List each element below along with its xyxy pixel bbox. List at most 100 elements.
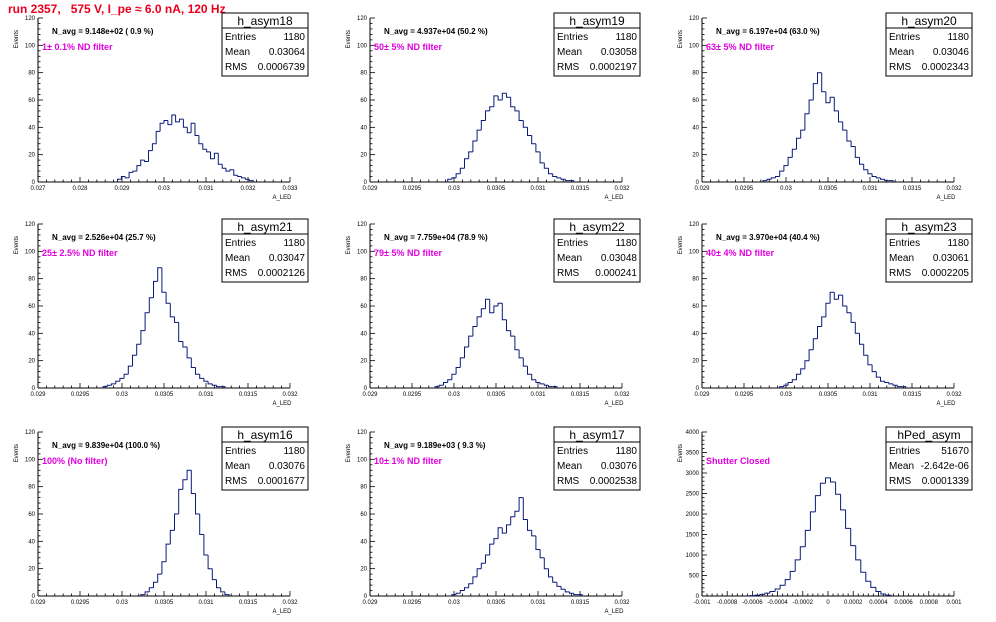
stats-label: Mean xyxy=(889,461,914,472)
histogram-bin xyxy=(497,95,503,101)
y-tick-label: 120 xyxy=(25,16,36,22)
histogram-bin xyxy=(535,379,541,383)
y-tick-label: 20 xyxy=(28,567,35,573)
filter-label: 63± 5% ND filter xyxy=(706,42,774,52)
histogram-bin xyxy=(531,530,536,537)
y-tick-label: 3000 xyxy=(686,471,700,477)
y-tick-label: 20 xyxy=(360,153,367,159)
histogram-bin xyxy=(854,322,860,334)
x-tick-label: -0.0008 xyxy=(717,600,738,606)
stats-box: hPed_asym Entries 51670 Mean -2.642e-06 RMS 0.… xyxy=(885,426,973,491)
y-tick-label: 80 xyxy=(360,71,367,77)
histogram-bin xyxy=(115,380,120,384)
histogram-bin xyxy=(194,123,199,136)
stats-value: 1180 xyxy=(615,446,637,457)
x-tick-label: 0.031 xyxy=(198,392,214,398)
histogram-panel-h_asym23: 0.029 0.0295 0.03 0.0305 0.031 0.0315 0.032 0 20… xyxy=(678,218,973,407)
histogram-bin xyxy=(789,570,796,580)
histogram-bin xyxy=(153,280,158,298)
histogram-bin xyxy=(560,586,566,590)
histogram-bin xyxy=(863,344,868,356)
y-tick-label: 2500 xyxy=(686,492,700,498)
stats-label: Mean xyxy=(557,47,582,58)
histogram-bins xyxy=(447,92,575,182)
histogram-bin xyxy=(128,171,133,178)
stats-value: 0.0001677 xyxy=(258,476,306,487)
histogram-bin xyxy=(855,545,861,561)
histogram-bin xyxy=(762,180,768,182)
histogram-bin xyxy=(501,303,507,321)
histogram-bin xyxy=(217,153,223,165)
histogram-bin xyxy=(174,513,179,531)
x-tick-label: 0.03 xyxy=(116,392,128,398)
histogram-bin xyxy=(161,267,167,293)
histogram-bin xyxy=(829,96,835,103)
x-axis-title: A_LED xyxy=(604,195,624,201)
x-axis-title: A_LED xyxy=(272,609,292,615)
stats-label: Mean xyxy=(225,47,250,58)
histogram-bin xyxy=(783,165,789,172)
x-tick-label: 0.031 xyxy=(530,186,546,192)
histogram-bin xyxy=(514,106,520,112)
y-tick-label: 20 xyxy=(360,359,367,365)
x-tick-label: 0.029 xyxy=(30,392,46,398)
histogram-bin xyxy=(888,180,894,182)
histogram-bin xyxy=(522,120,528,128)
histogram-bin xyxy=(198,135,203,145)
histogram-bin xyxy=(195,367,200,375)
histogram-bin xyxy=(812,338,818,350)
histogram-bin xyxy=(123,373,129,379)
stats-box-frame xyxy=(553,218,641,283)
x-tick-label: 0.0002 xyxy=(844,600,863,606)
filter-label: 50± 5% ND filter xyxy=(374,42,442,52)
histogram-bin xyxy=(155,130,161,144)
histogram-bin xyxy=(472,140,478,152)
histogram-bin xyxy=(821,72,826,93)
y-tick-label: 40 xyxy=(360,331,367,337)
x-tick-label: 0.031 xyxy=(198,600,214,606)
histogram-bins xyxy=(102,267,226,388)
histogram-bin xyxy=(464,587,469,591)
stats-box: h_asym23 Entries 1180 Mean 0.03061 RMS 0.00022… xyxy=(885,218,973,283)
histogram-bin xyxy=(535,535,541,550)
x-tick-label: 0.029 xyxy=(114,186,130,192)
histogram-bin xyxy=(148,587,154,592)
histogram-bin xyxy=(106,384,112,387)
stats-title: h_asym23 xyxy=(901,220,957,234)
histogram-bin xyxy=(784,579,791,586)
y-tick-label: 60 xyxy=(692,98,699,104)
histogram-bin xyxy=(518,110,524,121)
y-tick-label: 40 xyxy=(28,331,35,337)
histogram-bin xyxy=(838,294,843,300)
histogram-bin xyxy=(833,292,839,300)
histogram-bin xyxy=(880,591,886,595)
y-tick-label: 0 xyxy=(32,594,36,600)
histogram-bin xyxy=(434,386,440,388)
histogram-bin xyxy=(543,162,549,169)
histogram-bin xyxy=(577,594,583,596)
histogram-bin xyxy=(817,72,822,84)
histogram-bin xyxy=(829,291,835,304)
x-tick-label: 0.033 xyxy=(282,186,298,192)
x-tick-label: 0.027 xyxy=(30,186,46,192)
histogram-bin xyxy=(124,176,130,179)
navg-annotation: N_avg = 9.148e+02 ( 0.9 %) xyxy=(52,27,154,36)
stats-value: 0.03064 xyxy=(269,47,306,58)
x-tick-label: 0 xyxy=(826,600,830,606)
stats-title: h_asym22 xyxy=(569,220,625,234)
stats-label: RMS xyxy=(557,268,580,279)
histogram-bin xyxy=(216,579,221,589)
histogram-bin xyxy=(144,312,150,331)
navg-annotation: N_avg = 7.759e+04 (78.9 %) xyxy=(384,233,488,242)
y-tick-label: 1000 xyxy=(686,553,700,559)
filter-label: Shutter Closed xyxy=(706,456,770,466)
stats-value: 0.0002343 xyxy=(922,62,970,73)
histogram-bin xyxy=(165,292,171,304)
histogram-bin xyxy=(190,122,195,133)
x-tick-label: 0.0315 xyxy=(571,392,590,398)
x-axis-title: A_LED xyxy=(272,401,292,407)
histogram-bin xyxy=(451,177,457,180)
histogram-bin xyxy=(842,121,847,131)
histogram-bin xyxy=(506,93,511,98)
